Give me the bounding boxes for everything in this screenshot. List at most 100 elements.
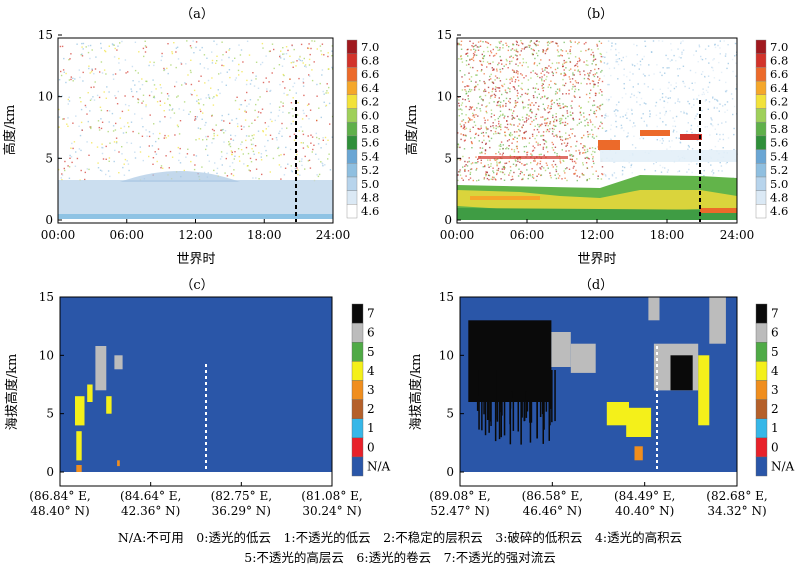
colorbar-label: 5.8: [770, 122, 788, 136]
speckle: [194, 119, 196, 121]
speckle: [521, 64, 523, 67]
class-swatch: [755, 380, 768, 400]
speckle: [499, 68, 501, 71]
speckle: [496, 87, 498, 89]
speckle: [278, 132, 280, 135]
speckle: [109, 175, 111, 178]
convective-streak: [480, 370, 482, 401]
speckle: [691, 106, 693, 108]
speckle: [617, 63, 620, 66]
speckle: [569, 158, 572, 160]
speckle: [102, 158, 105, 160]
speckle: [694, 82, 696, 84]
convective-streak: [554, 370, 556, 422]
speckle: [204, 82, 206, 84]
speckle: [253, 134, 255, 136]
speckle: [234, 57, 236, 59]
speckle: [484, 119, 486, 122]
speckle: [569, 154, 571, 157]
speckle: [280, 101, 282, 103]
speckle: [544, 124, 547, 127]
speckle: [732, 113, 734, 116]
speckle: [589, 119, 591, 121]
speckle: [597, 127, 600, 130]
speckle: [625, 93, 627, 95]
speckle: [593, 137, 595, 139]
speckle: [149, 61, 151, 63]
speckle: [547, 111, 549, 114]
speckle: [558, 62, 560, 64]
speckle: [533, 63, 535, 65]
speckle: [325, 105, 327, 107]
colorbar-swatch: [755, 149, 767, 164]
speckle: [155, 140, 157, 143]
x-tick-label-line2: 40.40° N): [615, 504, 674, 518]
class-label: N/A: [771, 459, 795, 473]
speckle: [520, 87, 522, 89]
speckle: [492, 48, 494, 51]
speckle: [269, 50, 271, 52]
speckle: [511, 142, 513, 144]
speckle: [638, 68, 640, 70]
speckle: [632, 73, 634, 75]
speckle: [167, 72, 169, 75]
speckle: [494, 119, 496, 121]
speckle: [522, 124, 524, 126]
speckle: [457, 43, 459, 46]
colorbar-label: 6.2: [361, 95, 379, 109]
speckle: [213, 169, 215, 172]
speckle: [476, 167, 478, 170]
speckle: [191, 94, 193, 96]
speckle: [713, 58, 715, 60]
speckle: [260, 153, 263, 155]
speckle: [730, 93, 733, 95]
speckle: [540, 135, 542, 137]
speckle: [509, 88, 511, 90]
speckle: [555, 170, 558, 173]
speckle: [205, 97, 207, 99]
speckle: [169, 104, 171, 107]
speckle: [586, 118, 588, 120]
speckle: [298, 77, 300, 80]
speckle: [719, 40, 721, 42]
mid-cloud-right3-b: [680, 134, 702, 140]
class-label: 4: [367, 364, 375, 378]
speckle: [278, 164, 281, 166]
speckle: [599, 108, 601, 111]
speckle: [668, 140, 670, 142]
speckle: [480, 125, 482, 127]
speckle: [81, 129, 83, 131]
speckle: [669, 110, 671, 112]
speckle: [488, 166, 490, 168]
speckle: [588, 78, 590, 81]
speckle: [266, 90, 268, 93]
speckle: [694, 71, 697, 74]
speckle: [72, 122, 74, 124]
speckle: [556, 103, 559, 105]
speckle: [533, 119, 535, 121]
speckle: [637, 91, 639, 93]
speckle: [471, 58, 473, 60]
speckle: [593, 162, 595, 165]
speckle: [731, 98, 734, 100]
speckle: [472, 52, 475, 55]
speckle: [572, 112, 574, 114]
speckle: [468, 88, 471, 91]
speckle: [551, 147, 554, 149]
speckle: [733, 133, 735, 136]
speckle: [551, 164, 553, 166]
speckle: [482, 166, 484, 168]
speckle: [542, 51, 544, 53]
speckle: [465, 127, 468, 130]
speckle: [472, 112, 474, 115]
speckle: [211, 62, 214, 64]
speckle: [142, 47, 145, 50]
speckle: [682, 80, 684, 83]
speckle: [554, 146, 557, 148]
colorbar-label: 5.4: [770, 149, 788, 163]
speckle: [538, 126, 540, 128]
speckle: [667, 87, 669, 89]
speckle: [160, 87, 162, 89]
speckle: [537, 123, 539, 126]
